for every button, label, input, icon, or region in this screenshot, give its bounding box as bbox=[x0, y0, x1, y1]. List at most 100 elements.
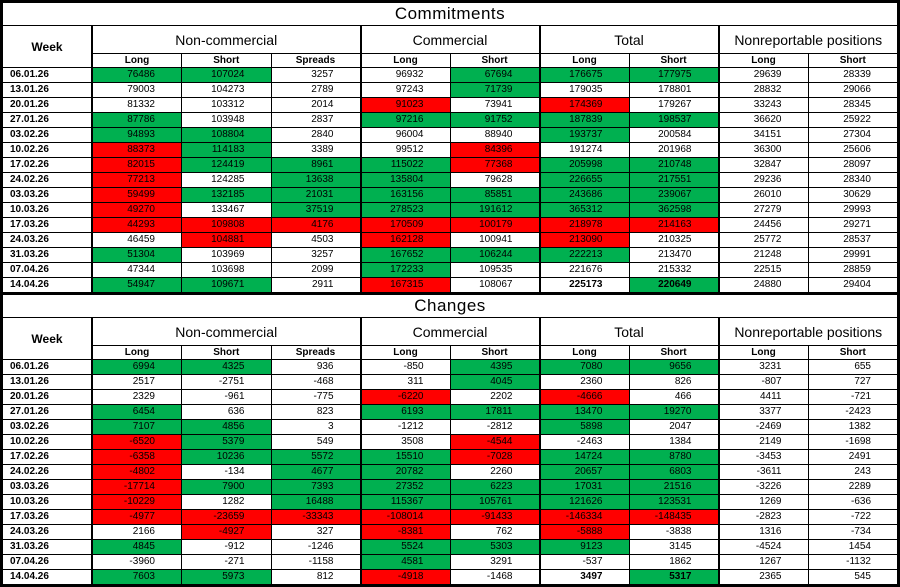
value-cell: 79628 bbox=[449, 172, 540, 188]
subcol-c-short: Short bbox=[449, 345, 540, 360]
week-label: 24.02.26 bbox=[2, 464, 93, 480]
value-cell: 5524 bbox=[359, 539, 451, 555]
group-header-row: Week Non-commercial Commercial Total Non… bbox=[2, 25, 898, 68]
value-cell: 27352 bbox=[359, 479, 451, 495]
value-cell: 46459 bbox=[91, 232, 182, 248]
group-header-total: Total bbox=[538, 25, 719, 54]
value-cell: 96932 bbox=[359, 67, 451, 83]
value-cell: 114183 bbox=[181, 142, 272, 158]
value-cell: -775 bbox=[270, 389, 361, 405]
value-cell: 105761 bbox=[449, 494, 540, 510]
value-cell: 36620 bbox=[717, 112, 809, 128]
value-cell: 28345 bbox=[807, 97, 898, 113]
value-cell: 243686 bbox=[538, 187, 630, 203]
value-cell: 103948 bbox=[181, 112, 272, 128]
value-cell: 8961 bbox=[270, 157, 361, 173]
value-cell: 3231 bbox=[717, 359, 809, 375]
week-label: 24.02.26 bbox=[2, 172, 93, 188]
value-cell: -91433 bbox=[449, 509, 540, 525]
value-cell: 2149 bbox=[717, 434, 809, 450]
value-cell: 4503 bbox=[270, 232, 361, 248]
value-cell: 76486 bbox=[91, 67, 182, 83]
group-header-nonreportable: Nonreportable positions bbox=[717, 317, 898, 346]
value-cell: 823 bbox=[270, 404, 361, 420]
value-cell: -2469 bbox=[717, 419, 809, 435]
week-label: 10.02.26 bbox=[2, 434, 93, 450]
value-cell: 59499 bbox=[91, 187, 182, 203]
commitments-row: 20.01.26 81332 103312 2014 91023 73941 174369 1… bbox=[2, 97, 898, 113]
week-label: 20.01.26 bbox=[2, 97, 93, 113]
group-header-nonreportable: Nonreportable positions bbox=[717, 25, 898, 54]
value-cell: 191274 bbox=[538, 142, 630, 158]
value-cell: 1282 bbox=[181, 494, 272, 510]
changes-row: 10.03.26 -10229 1282 16488 115367 105761 12162… bbox=[2, 494, 898, 510]
value-cell: -4802 bbox=[91, 464, 182, 480]
value-cell: 9656 bbox=[628, 359, 719, 375]
value-cell: -4544 bbox=[449, 434, 540, 450]
value-cell: 121626 bbox=[538, 494, 630, 510]
commitments-title: Commitments bbox=[2, 2, 898, 26]
value-cell: 210748 bbox=[628, 157, 719, 173]
week-label: 07.04.26 bbox=[2, 554, 93, 570]
value-cell: 84396 bbox=[449, 142, 540, 158]
value-cell: 88940 bbox=[449, 127, 540, 143]
value-cell: 4395 bbox=[449, 359, 540, 375]
value-cell: 3 bbox=[270, 419, 361, 435]
value-cell: -146334 bbox=[538, 509, 630, 525]
value-cell: 327 bbox=[270, 524, 361, 540]
value-cell: 762 bbox=[449, 524, 540, 540]
commitments-table: Commitments Week Non-commercial Commerci… bbox=[2, 2, 898, 293]
value-cell: 5572 bbox=[270, 449, 361, 465]
value-cell: 191612 bbox=[449, 202, 540, 218]
changes-row: 27.01.26 6454 636 823 6193 17811 13470 19270 337… bbox=[2, 404, 898, 420]
value-cell: 106244 bbox=[449, 247, 540, 263]
value-cell: 6994 bbox=[91, 359, 182, 375]
changes-row: 14.04.26 7603 5973 812 -4918 -1468 3497 5317 236… bbox=[2, 569, 898, 585]
value-cell: -636 bbox=[807, 494, 898, 510]
value-cell: 3497 bbox=[538, 569, 630, 585]
commitments-body: 06.01.26 76486 107024 3257 96932 67694 176675 1… bbox=[2, 67, 898, 293]
value-cell: 193737 bbox=[538, 127, 630, 143]
value-cell: 133467 bbox=[181, 202, 272, 218]
value-cell: 25922 bbox=[807, 112, 898, 128]
subcol-nc-short: Short bbox=[181, 53, 272, 68]
value-cell: 115022 bbox=[359, 157, 451, 173]
value-cell: 214163 bbox=[628, 217, 719, 233]
value-cell: -722 bbox=[807, 509, 898, 525]
commitments-row: 10.03.26 49270 133467 37519 278523 191612 3653… bbox=[2, 202, 898, 218]
value-cell: 179035 bbox=[538, 82, 630, 98]
value-cell: 21248 bbox=[717, 247, 809, 263]
value-cell: 7603 bbox=[91, 569, 182, 585]
value-cell: 2166 bbox=[91, 524, 182, 540]
value-cell: 1267 bbox=[717, 554, 809, 570]
value-cell: 8780 bbox=[628, 449, 719, 465]
value-cell: -6520 bbox=[91, 434, 182, 450]
value-cell: 2329 bbox=[91, 389, 182, 405]
value-cell: 28537 bbox=[807, 232, 898, 248]
value-cell: -17714 bbox=[91, 479, 182, 495]
value-cell: 100941 bbox=[449, 232, 540, 248]
value-cell: 812 bbox=[270, 569, 361, 585]
commitments-row: 13.01.26 79003 104273 2789 97243 71739 179035 1… bbox=[2, 82, 898, 98]
value-cell: 29066 bbox=[807, 82, 898, 98]
value-cell: 2517 bbox=[91, 374, 182, 390]
value-cell: -3226 bbox=[717, 479, 809, 495]
value-cell: -1246 bbox=[270, 539, 361, 555]
subcol-nr-long: Long bbox=[717, 53, 809, 68]
value-cell: -4977 bbox=[91, 509, 182, 525]
value-cell: 25606 bbox=[807, 142, 898, 158]
value-cell: -4524 bbox=[717, 539, 809, 555]
value-cell: 30629 bbox=[807, 187, 898, 203]
value-cell: 67694 bbox=[449, 67, 540, 83]
week-label: 07.04.26 bbox=[2, 262, 93, 278]
week-label: 03.03.26 bbox=[2, 479, 93, 495]
value-cell: 4845 bbox=[91, 539, 182, 555]
value-cell: 34151 bbox=[717, 127, 809, 143]
changes-row: 20.01.26 2329 -961 -775 -6220 2202 -4666 466 441… bbox=[2, 389, 898, 405]
value-cell: 362598 bbox=[628, 202, 719, 218]
value-cell: 170509 bbox=[359, 217, 451, 233]
subcol-t-short: Short bbox=[628, 53, 719, 68]
changes-row: 17.03.26 -4977 -23659 -33343 -108014 -91433 -1… bbox=[2, 509, 898, 525]
value-cell: 79003 bbox=[91, 82, 182, 98]
week-label: 13.01.26 bbox=[2, 374, 93, 390]
